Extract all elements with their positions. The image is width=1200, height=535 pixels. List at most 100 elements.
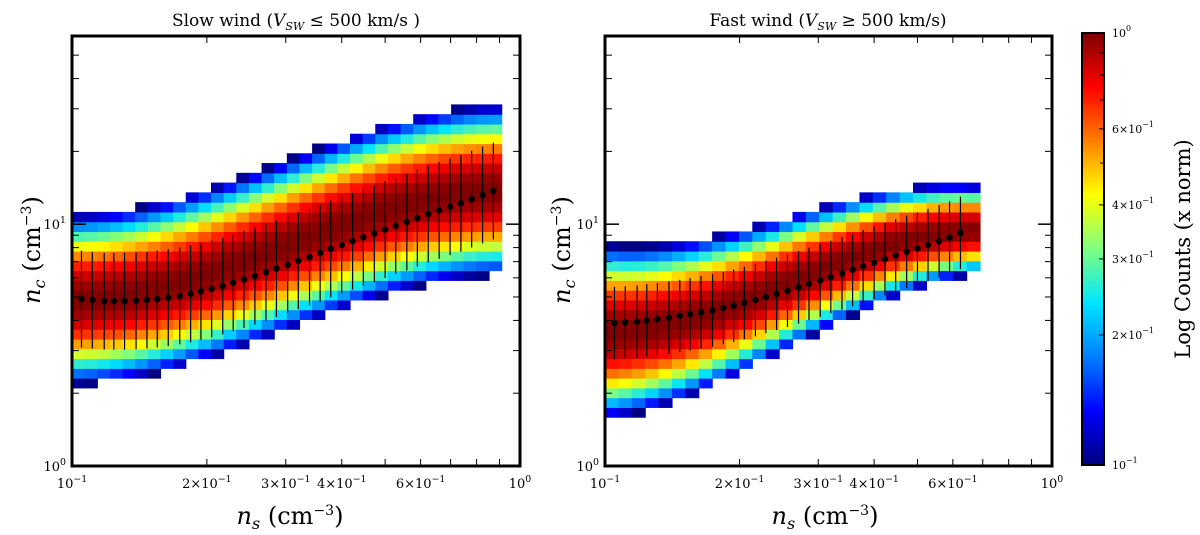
- heatmap-cell: [135, 329, 149, 340]
- heatmap-cell: [135, 338, 149, 350]
- heatmap-cell: [451, 114, 465, 125]
- heatmap-cell: [671, 338, 686, 350]
- heatmap-cell: [350, 172, 364, 184]
- heatmap-cell: [261, 251, 275, 262]
- heatmap-cell: [605, 290, 619, 301]
- heatmap-cell: [671, 329, 686, 340]
- heatmap-cell: [185, 202, 199, 213]
- heatmap-cell: [966, 202, 981, 213]
- heatmap-cell: [752, 251, 767, 262]
- heatmap-cell: [160, 348, 174, 360]
- heatmap-cell: [312, 290, 326, 301]
- tick-label: 6×10−1: [396, 474, 446, 492]
- heatmap-cell: [160, 260, 174, 272]
- heatmap-cell: [779, 338, 794, 350]
- heatmap-cell: [135, 251, 149, 262]
- heatmap-cell: [362, 251, 376, 262]
- heatmap-cell: [645, 251, 660, 262]
- heatmap-cell: [350, 290, 364, 301]
- heatmap-cell: [966, 260, 981, 272]
- heatmap-cell: [489, 202, 503, 213]
- heatmap-cell: [387, 163, 402, 174]
- heatmap-cell: [261, 309, 275, 321]
- heatmap-cell: [438, 221, 452, 233]
- heatmap-cell: [72, 358, 86, 369]
- heatmap-cell: [261, 202, 275, 213]
- heatmap-cell: [387, 231, 402, 242]
- heatmap-cell: [122, 231, 136, 242]
- heatmap-cell: [72, 309, 86, 321]
- median-point: [154, 295, 161, 303]
- heatmap-cell: [223, 260, 237, 272]
- heatmap-cell: [236, 329, 250, 340]
- heatmap-cell: [350, 202, 364, 213]
- heatmap-cell: [362, 280, 376, 291]
- heatmap-cell: [261, 231, 275, 242]
- heatmap-cell: [109, 319, 124, 330]
- heatmap-cell: [211, 290, 225, 301]
- heatmap-cell: [966, 192, 981, 203]
- heatmap-cell: [135, 270, 149, 281]
- median-point: [762, 293, 770, 301]
- heatmap-cell: [451, 270, 465, 281]
- heatmap-cell: [658, 270, 673, 281]
- heatmap-cell: [122, 280, 136, 291]
- heatmap-cell: [109, 338, 124, 350]
- heatmap-cell: [438, 231, 452, 242]
- median-point: [240, 276, 248, 283]
- heatmap-cell: [425, 182, 440, 193]
- median-point: [468, 195, 475, 203]
- heatmap-cell: [147, 309, 162, 321]
- heatmap-cell: [425, 172, 440, 184]
- heatmap-cell: [211, 280, 225, 291]
- heatmap-cell: [425, 231, 440, 242]
- heatmap-cell: [658, 251, 673, 262]
- heatmap-cell: [712, 231, 727, 242]
- heatmap-cell: [122, 211, 136, 223]
- median-point: [720, 304, 727, 312]
- heatmap-cell: [939, 260, 954, 272]
- heatmap-cell: [84, 329, 98, 340]
- heatmap-cell: [819, 251, 834, 262]
- heatmap-cell: [400, 153, 414, 164]
- heatmap-cell: [160, 241, 174, 252]
- heatmap-cell: [413, 231, 427, 242]
- heatmap-cell: [645, 338, 660, 350]
- heatmap-cell: [463, 172, 477, 184]
- heatmap-cell: [223, 290, 237, 301]
- heatmap-cell: [312, 270, 326, 281]
- heatmap-cell: [211, 211, 225, 223]
- heatmap-cell: [765, 260, 780, 272]
- heatmap-cell: [725, 348, 740, 360]
- heatmap-cell: [135, 358, 149, 369]
- heatmap-cell: [425, 114, 440, 125]
- median-point: [176, 292, 183, 300]
- heatmap-cell: [765, 280, 780, 291]
- heatmap-cell: [779, 241, 794, 252]
- heatmap-cell: [605, 299, 619, 311]
- median-point: [946, 234, 953, 241]
- heatmap-cell: [953, 270, 968, 281]
- heatmap-cell: [489, 143, 503, 154]
- heatmap-cell: [765, 309, 780, 321]
- heatmap-cell: [463, 270, 477, 281]
- heatmap-cell: [463, 202, 477, 213]
- heatmap-cell: [211, 192, 225, 203]
- heatmap-cell: [312, 211, 326, 223]
- median-point: [881, 255, 889, 263]
- heatmap-cell: [286, 172, 301, 184]
- heatmap-cell: [939, 211, 954, 223]
- heatmap-cell: [832, 202, 847, 213]
- heatmap-cell: [425, 192, 440, 203]
- heatmap-cell: [84, 299, 98, 311]
- heatmap-cell: [337, 221, 351, 233]
- heatmap-cell: [312, 260, 326, 272]
- heatmap-cell: [913, 192, 927, 203]
- heatmap-cell: [671, 280, 686, 291]
- heatmap-cell: [135, 368, 149, 379]
- heatmap-cell: [725, 231, 740, 242]
- heatmap-cell: [198, 280, 212, 291]
- heatmap-cell: [966, 221, 981, 233]
- heatmap-cell: [913, 182, 927, 193]
- fast-wind-xlabel: ns (cm−3): [772, 502, 879, 533]
